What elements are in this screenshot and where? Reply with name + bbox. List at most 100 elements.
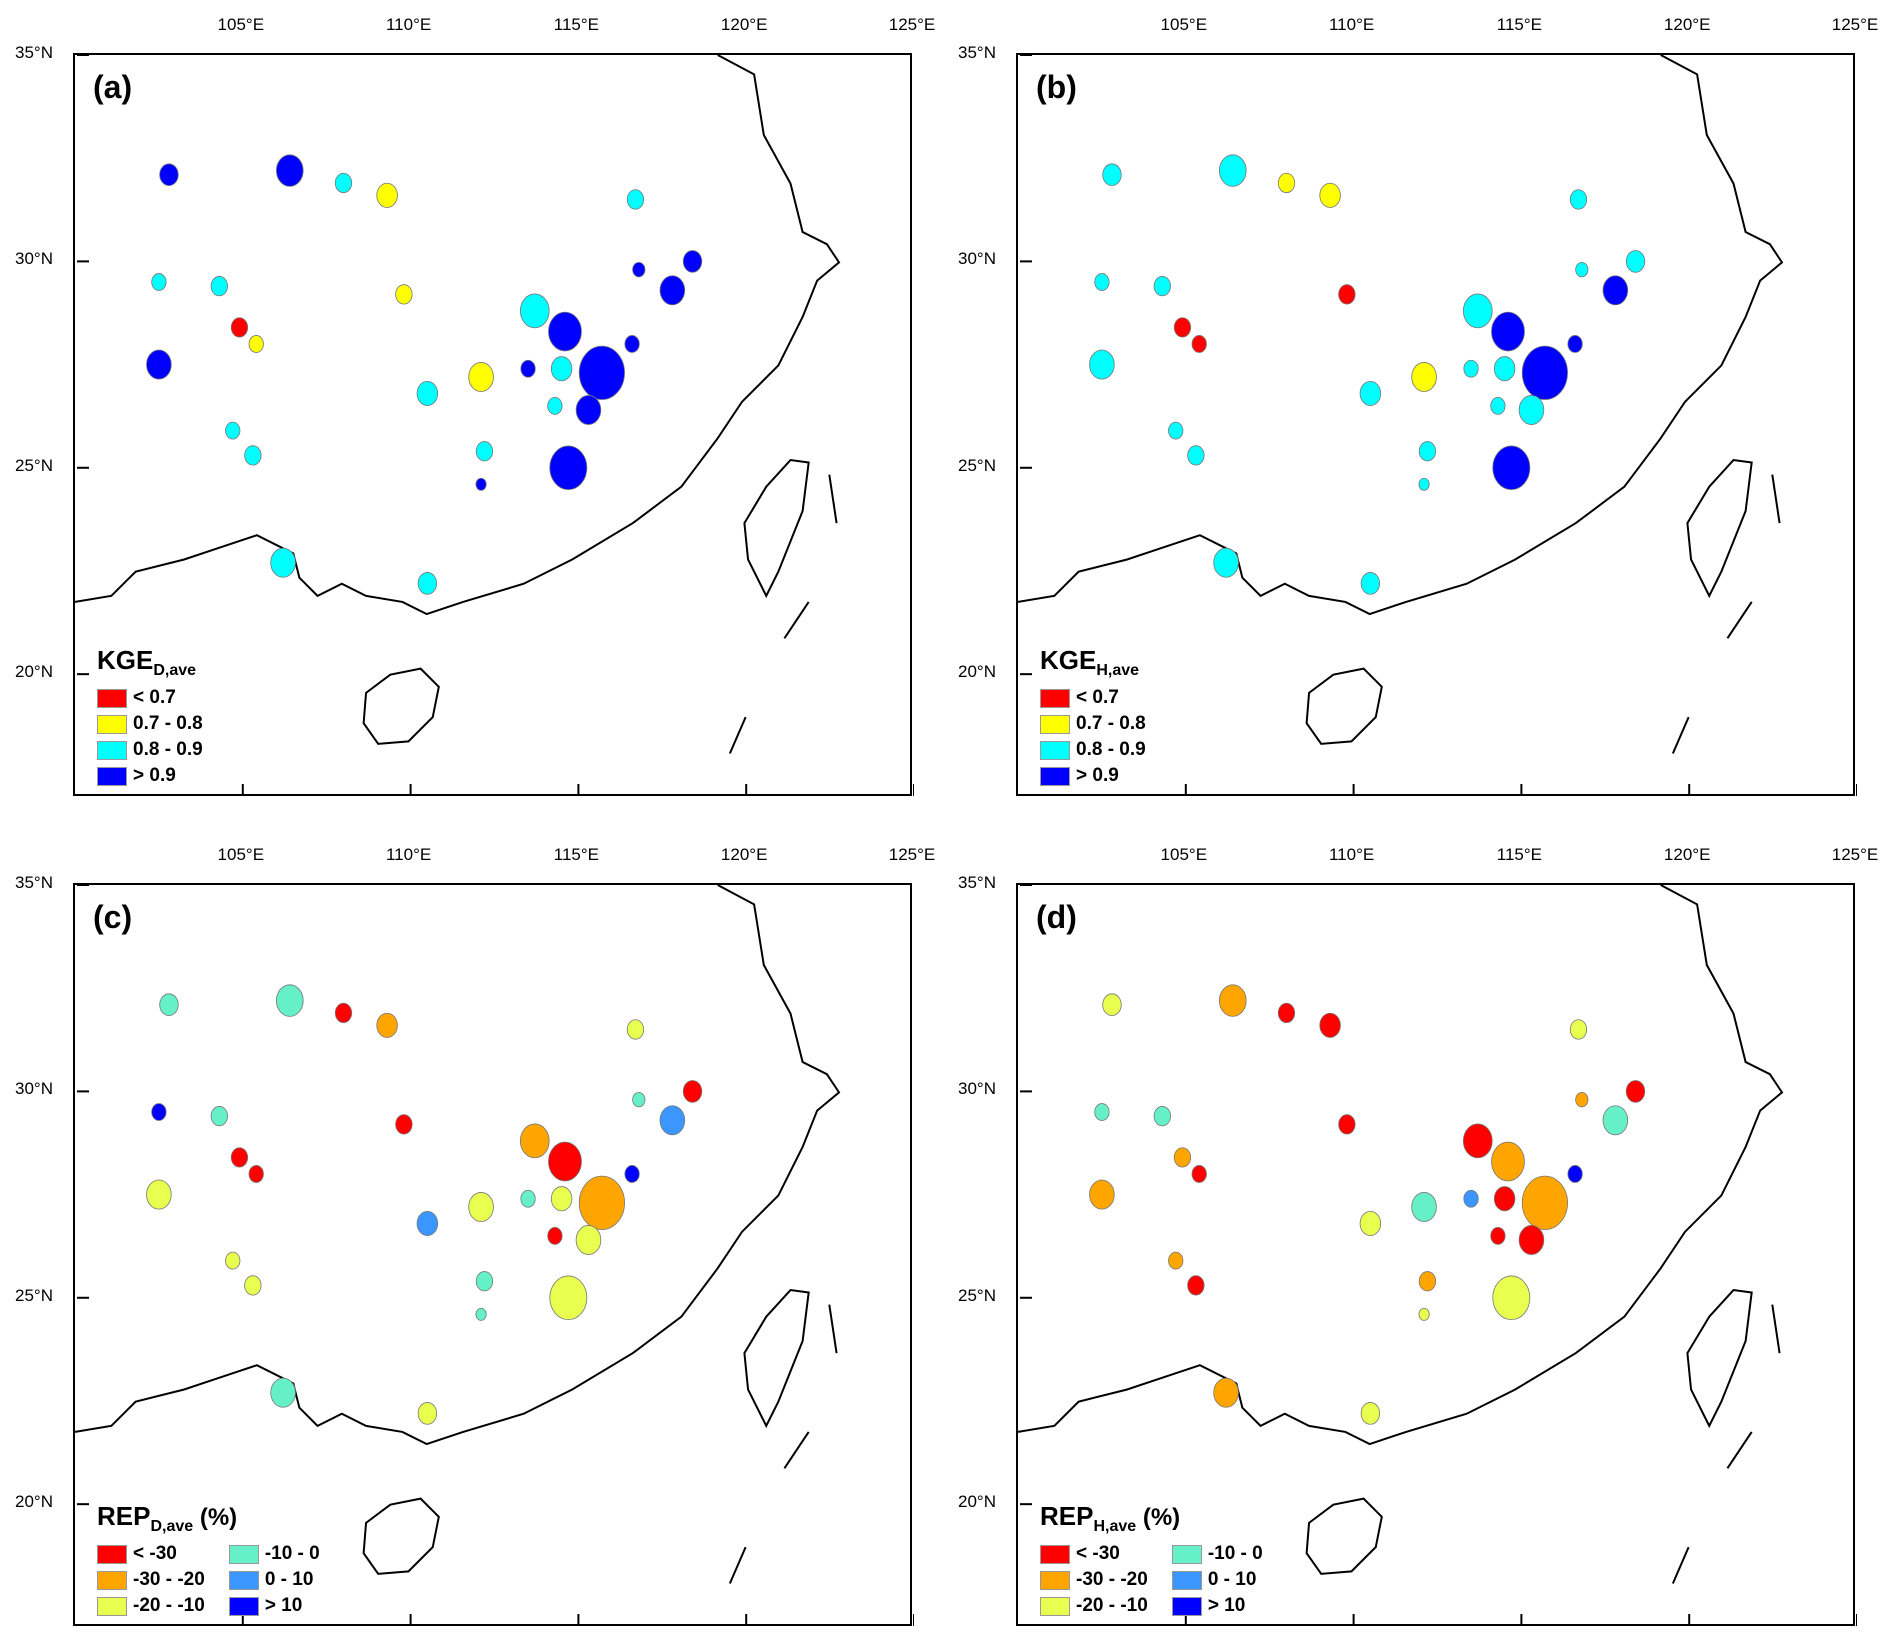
catchment — [270, 547, 296, 578]
catchment — [417, 572, 438, 595]
legend-swatch — [97, 1544, 127, 1564]
legend-swatch — [1171, 1596, 1202, 1616]
hainan-island — [362, 667, 440, 745]
catchment — [1187, 1275, 1205, 1296]
lon-tick-label: 125°E — [1831, 15, 1879, 34]
lon-tick-label: 115°E — [1496, 845, 1543, 864]
legend-swatch — [228, 1544, 259, 1564]
lon-tick-label: 115°E — [553, 15, 600, 34]
catchment — [1089, 1179, 1115, 1210]
map-frame: (a) KGED,ave < 0.7 0.7 - 0.8 0.8 - 0.9 > 0.9 — [73, 53, 914, 796]
legend-label: -10 - 0 — [1207, 1543, 1263, 1564]
catchment — [1418, 441, 1437, 462]
catchment — [575, 395, 602, 425]
catchment — [225, 421, 241, 440]
legend-item: 0.7 - 0.8 — [1040, 712, 1146, 736]
map-panel-b: 105°E 110°E 115°E 120°E 125°E 35°N 30°N 25°N 20°… — [958, 15, 1878, 796]
lat-tick-label: 30°N — [958, 249, 996, 269]
catchment — [416, 380, 439, 407]
catchment — [549, 445, 588, 491]
lat-tick-label: 35°N — [15, 43, 53, 62]
catchment — [682, 1080, 703, 1103]
catchment — [475, 441, 494, 462]
map-frame: (b) KGEH,ave < 0.7 0.7 - 0.8 0.8 - 0.9 > 0.9 — [1016, 53, 1857, 796]
catchment — [1493, 356, 1516, 382]
panel-label: (b) — [1036, 69, 1077, 105]
hainan-island — [1305, 667, 1383, 745]
boundary-line — [783, 601, 810, 639]
legend-label: 0.7 - 0.8 — [133, 713, 203, 734]
lat-tick-label: 25°N — [958, 1285, 996, 1305]
catchment — [1359, 380, 1382, 407]
catchment — [1153, 276, 1171, 297]
legend-swatch — [97, 766, 127, 786]
legend-label: -10 - 0 — [264, 1543, 320, 1564]
legend-swatch — [97, 714, 127, 734]
catchment — [334, 1002, 353, 1024]
catchment — [376, 1012, 398, 1038]
legend-label: < -30 — [133, 1543, 177, 1564]
boundary-line — [1671, 1546, 1690, 1584]
catchment — [575, 1225, 602, 1255]
map-panel-d: 105°E 110°E 115°E 120°E 125°E 35°N 30°N 25°N 20°… — [958, 845, 1878, 1626]
taiwan-island — [743, 458, 810, 599]
catchment — [626, 189, 645, 210]
lat-tick-label: 30°N — [958, 1079, 996, 1099]
legend-item: -30 - -20 — [97, 1568, 205, 1592]
legend-title: REPH,ave (%) — [1040, 1500, 1181, 1535]
legend-swatch — [228, 1570, 259, 1590]
legend-label: -30 - -20 — [133, 1569, 205, 1590]
legend-swatch — [1040, 714, 1070, 734]
legend-label: 0 - 10 — [264, 1569, 314, 1590]
coastline — [75, 885, 841, 1446]
map-canvas — [1018, 885, 1857, 1626]
catchment — [1462, 293, 1493, 329]
legend-label: 0.8 - 0.9 — [1076, 739, 1146, 760]
catchment — [376, 182, 398, 208]
catchment — [1094, 273, 1110, 291]
panel-label: (d) — [1036, 899, 1077, 935]
catchment — [624, 1165, 640, 1183]
catchment — [334, 172, 353, 194]
catchment — [1493, 1186, 1516, 1212]
legend-swatch — [1171, 1544, 1202, 1564]
lon-tick-label: 105°E — [1160, 15, 1208, 34]
legend-swatch — [228, 1596, 259, 1616]
catchment — [1463, 1189, 1479, 1208]
map-frame: (d) REPH,ave (%) < -30 -30 - -20 -20 - -10 -1… — [1016, 883, 1857, 1626]
catchment — [475, 477, 487, 491]
catchment — [395, 284, 413, 305]
taiwan-island — [1686, 1288, 1753, 1429]
lon-tick-label: 110°E — [385, 15, 432, 34]
catchment — [1567, 1165, 1583, 1183]
catchment — [1569, 1019, 1588, 1040]
catchment — [1491, 311, 1525, 352]
legend-item: 0 - 10 — [228, 1568, 320, 1592]
catchment — [520, 359, 536, 378]
catchment — [1102, 163, 1122, 187]
lat-tick-label: 35°N — [958, 43, 996, 62]
catchment — [1625, 250, 1646, 273]
catchment — [1213, 1377, 1239, 1408]
legend-swatch — [97, 1596, 127, 1616]
lat-tick-label: 30°N — [15, 249, 53, 269]
legend: REPH,ave (%) < -30 -30 - -20 -20 - -10 -10 -… — [1040, 1501, 1263, 1618]
legend-label: -20 - -10 — [1076, 1595, 1148, 1616]
catchment — [1411, 1192, 1437, 1222]
lat-tick-label: 25°N — [15, 455, 53, 475]
legend-item: -20 - -10 — [97, 1594, 205, 1618]
catchment — [248, 335, 264, 353]
legend-item: > 0.9 — [1040, 764, 1146, 788]
catchment — [1168, 1251, 1184, 1270]
catchment — [1338, 284, 1356, 305]
lat-tick-label: 20°N — [958, 1492, 996, 1512]
legend-swatch — [97, 688, 127, 708]
catchment — [1575, 261, 1589, 278]
lon-tick-label: 120°E — [1663, 845, 1711, 864]
lat-tick-label: 20°N — [15, 1492, 53, 1512]
catchment — [1491, 1141, 1525, 1182]
catchment — [1518, 395, 1545, 425]
catchment — [578, 345, 625, 400]
catchment — [1521, 1175, 1568, 1230]
catchment — [1213, 547, 1239, 578]
